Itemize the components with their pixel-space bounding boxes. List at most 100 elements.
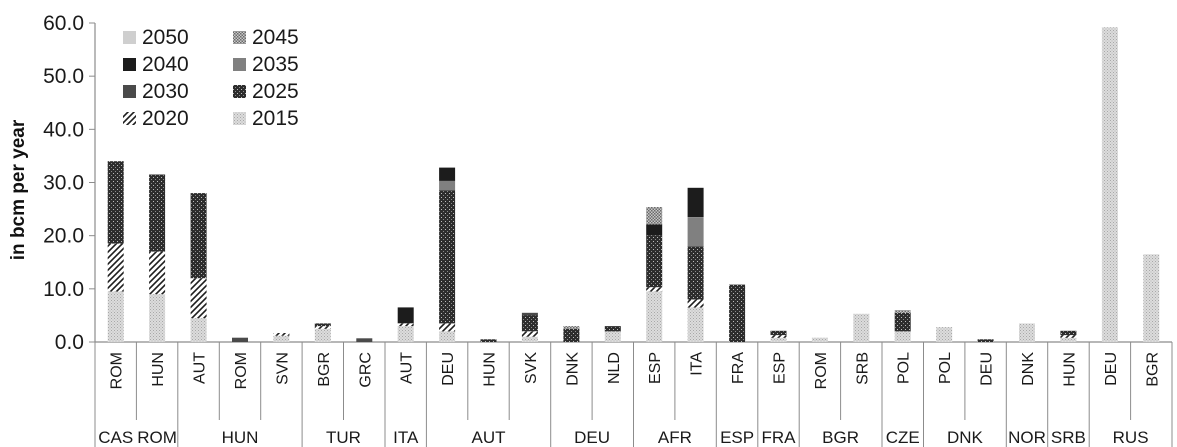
group-label: DEU [574,428,610,447]
y-axis-label: in bcm per year [8,119,29,260]
group-label: CAS [98,428,133,447]
legend-swatch-2040 [123,58,136,71]
group-labels: CAS ROM HUN TUR ITA AUT DEU AFR ESP FRA BGR CZE DNK N… [94,420,1173,447]
bar-segment-2015-rom [811,337,828,342]
bar-segment-2025-nld [604,326,621,332]
category-label: HUN [482,352,499,387]
bar-segment-2015-srb [853,313,870,342]
legend-swatch-2020 [123,112,136,125]
bar-segment-2020-deu [439,323,456,332]
bar-segment-2020-hun [149,251,166,295]
category-label: DNK [1020,352,1037,386]
group-label: BGR [822,428,859,447]
category-label: BGR [1144,352,1161,387]
bar-segment-2020-aut [397,323,414,327]
legend: 2050 2045 2040 2035 2030 2025 2020 2015 [123,26,299,130]
bar-segment-2030-rom [232,337,248,342]
bar-segment-2015-bgr [1143,254,1160,342]
group-label: NOR [1008,428,1046,447]
category-label: DNK [564,352,581,386]
category-label: BGR [316,352,333,387]
bar-segment-2035-deu [439,180,456,191]
bar-segment-2015-pol [936,327,953,342]
bar-segment-2045-esp [646,207,663,225]
bar-segment-2020-bgr [314,326,331,329]
category-label: ROM [233,352,250,389]
bar-segment-2015-dnk [1019,323,1035,342]
bar-segment-2035-ita [687,217,704,247]
legend-swatch-2030 [123,85,136,98]
category-label: POL [937,352,954,384]
bar-segment-2025-rom [107,161,124,244]
bar-segment-2020-hun [1060,335,1077,338]
bar-segment-2015-rom [107,291,124,342]
legend-swatch-2045 [233,31,246,44]
bar-segment-2015-hun [149,294,166,342]
bar-segment-2025-aut [190,193,207,279]
axes: 0.0 10.0 20.0 30.0 40.0 50.0 60.0 [43,12,1172,354]
bar-segment-2015-svn [273,335,290,342]
bar-segment-2025-hun [1060,330,1077,336]
bar-segment-2040-ita [687,187,704,217]
legend-label-2030: 2030 [142,80,189,103]
y-tick-label: 50.0 [43,65,84,88]
category-label: SVN [274,352,291,385]
bar-segment-2025-deu [439,190,456,324]
bar-segment-2015-aut [397,326,414,342]
group-label: ROM [137,428,177,447]
bar-segment-2045-dnk [563,326,580,329]
legend-swatch-2035 [233,58,246,71]
bar-segment-2040-deu [439,167,456,181]
legend-label-2050: 2050 [142,26,189,49]
bar-segment-2015-hun [1060,337,1077,342]
category-label: HUN [150,352,167,387]
bar-segment-2020-aut [190,278,207,319]
bar-segment-2015-bgr [314,328,331,342]
bar-segment-2020-esp [770,335,787,338]
category-label: POL [896,352,913,384]
bar-segment-2015-pol [894,331,911,342]
bar-segment-2040-aut [397,307,414,324]
legend-swatch-2025 [233,85,246,98]
bar-segment-2025-ita [687,246,704,300]
category-label: ROM [813,352,830,389]
category-label: ROM [109,352,126,389]
bar-segment-2025-bgr [314,323,331,327]
category-label: FRA [730,352,747,384]
group-label: TUR [326,428,361,447]
group-label: RUS [1113,428,1149,447]
y-tick-label: 20.0 [43,225,84,248]
category-label: DEU [440,352,457,386]
category-label: AUT [399,352,416,384]
category-label: HUN [1061,352,1078,387]
bar-segment-2030-grc [356,338,373,342]
bar-segment-2015-deu [439,331,456,342]
bar-segment-2020-svn [273,333,290,336]
bar-segment-2015-esp [770,337,787,342]
group-label: CZE [886,428,920,447]
category-label: NLD [606,352,623,384]
y-tick-label: 0.0 [55,331,84,354]
category-label: ITA [689,352,706,376]
group-label: ITA [393,428,419,447]
bar-segment-2025-svk [521,315,538,332]
group-label: AFR [658,428,692,447]
legend-swatch-2050 [123,31,136,44]
category-label: ESP [772,352,789,384]
category-label: DEU [1103,352,1120,386]
category-label: AUT [192,352,209,384]
bar-segment-2020-esp [646,287,663,292]
bar-segment-2015-ita [687,307,704,342]
y-tick-label: 40.0 [43,118,84,141]
y-tick-label: 60.0 [43,12,84,35]
bars [107,27,1160,343]
group-label: FRA [762,428,797,447]
legend-label-2025: 2025 [252,80,299,103]
legend-label-2015: 2015 [252,107,299,130]
legend-label-2045: 2045 [252,26,299,49]
category-label: ESP [647,352,664,384]
bar-segment-2025-esp [646,235,663,288]
bar-segment-2025-deu [977,339,994,342]
bar-segment-2025-fra [729,284,746,342]
